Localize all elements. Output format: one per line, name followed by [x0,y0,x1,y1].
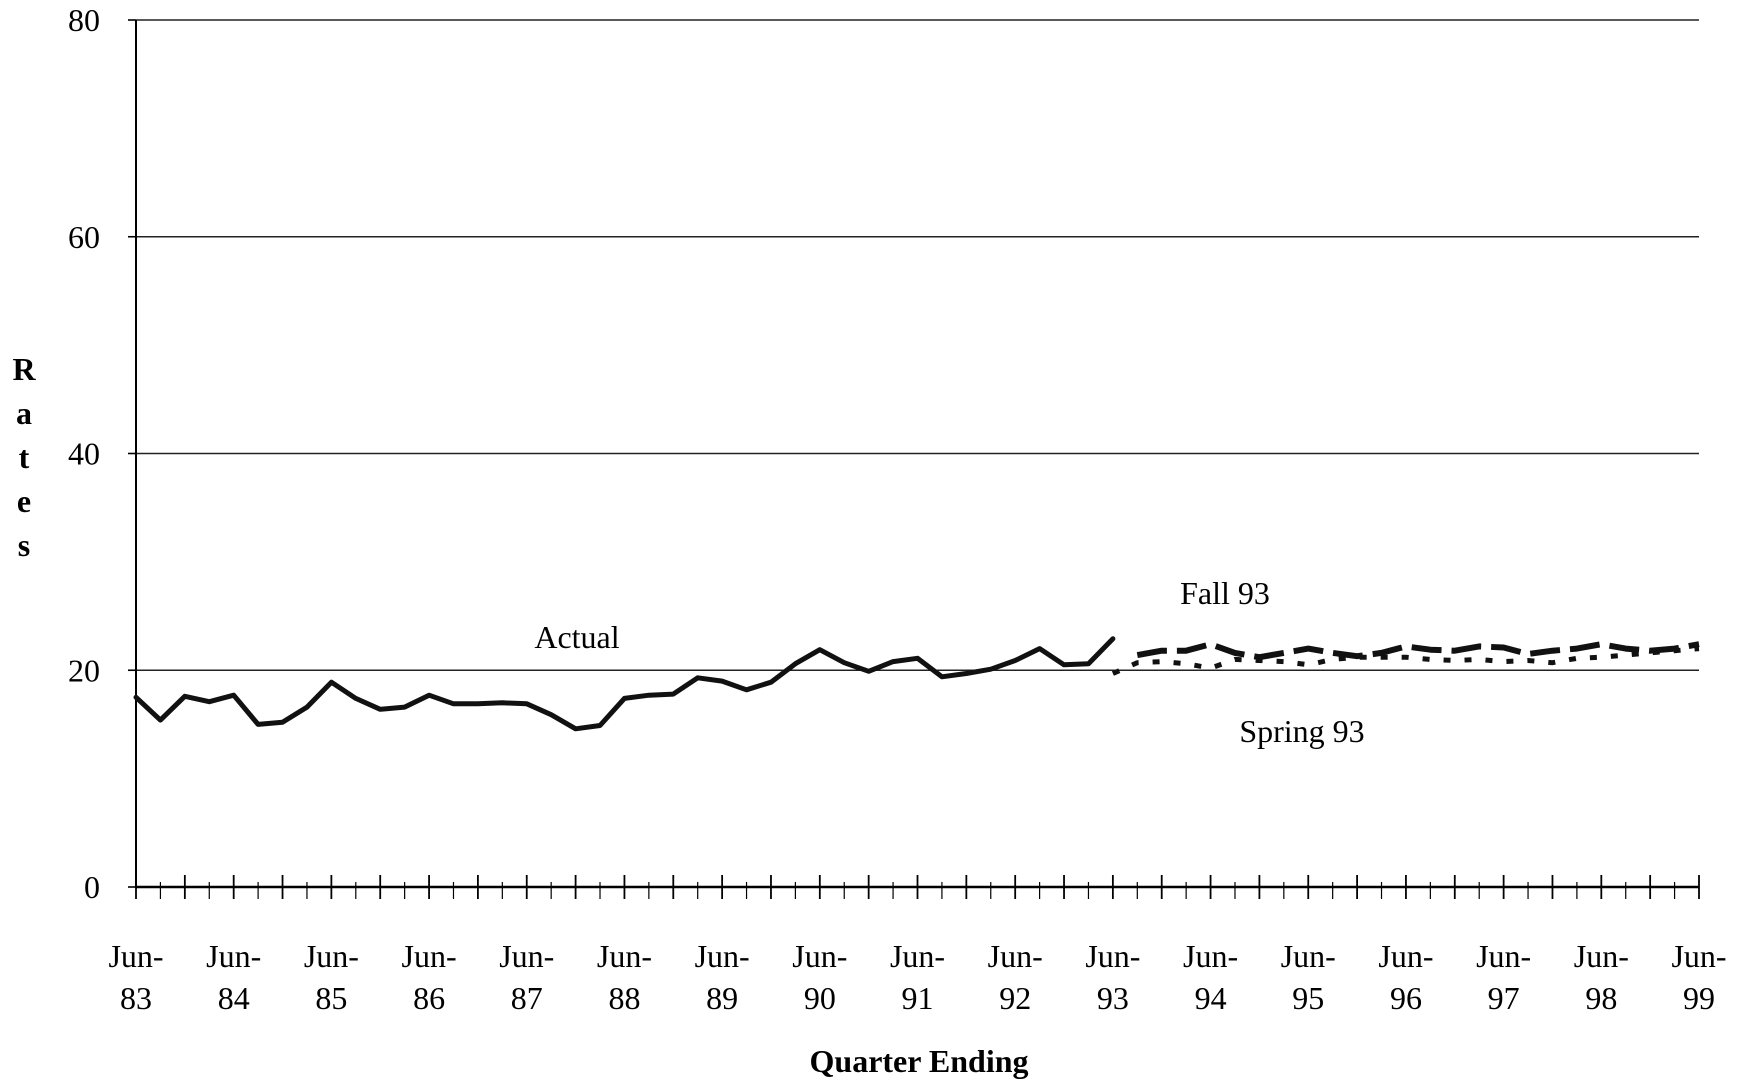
x-tick-label-bottom: 97 [1488,980,1520,1016]
x-tick-label-top: Jun- [597,938,652,974]
x-tick-label-bottom: 86 [413,980,445,1016]
grid-layer [136,19,1699,672]
x-tick-label-top: Jun- [1281,938,1336,974]
x-axis-title: Quarter Ending [810,1043,1029,1079]
x-tick-label-bottom: 83 [120,980,152,1016]
x-tick-label-bottom: 95 [1292,980,1324,1016]
y-tick-label: 40 [68,436,100,472]
x-tick-label-bottom: 92 [999,980,1031,1016]
x-tick-label-top: Jun- [890,938,945,974]
x-tick-label-top: Jun- [1574,938,1629,974]
x-tick-label-bottom: 96 [1390,980,1422,1016]
series-line-actual [133,636,1116,732]
y-axis-title-letter: t [19,439,30,475]
x-tick-label-top: Jun- [1378,938,1433,974]
annotation-fall-93: Fall 93 [1180,575,1270,611]
x-tick-label-top: Jun- [1476,938,1531,974]
x-tick-label-bottom: 91 [902,980,934,1016]
x-tick-label-top: Jun- [499,938,554,974]
x-tick-label-top: Jun- [108,938,163,974]
x-tick-label-top: Jun- [695,938,750,974]
x-tick-label-bottom: 98 [1585,980,1617,1016]
x-tick-label-top: Jun- [792,938,847,974]
y-tick-label: 20 [68,652,100,688]
series-line-fall-93 [1136,641,1700,661]
x-tick-label-top: Jun- [402,938,457,974]
y-axis-title-letter: a [16,395,32,431]
series-layer [133,636,1700,732]
x-tick-label-bottom: 99 [1683,980,1715,1016]
x-tick-label-bottom: 85 [315,980,347,1016]
x-tick-label-bottom: 94 [1195,980,1227,1016]
x-tick-label-bottom: 89 [706,980,738,1016]
y-tick-label: 80 [68,2,100,38]
x-tick-label-top: Jun- [1085,938,1140,974]
x-tick-label-bottom: 88 [608,980,640,1016]
y-axis-title-letter: s [18,527,30,563]
x-tick-label-top: Jun- [1183,938,1238,974]
y-tick-label: 0 [84,869,100,905]
x-tick-label-top: Jun- [988,938,1043,974]
series-line-spring-93 [1111,646,1700,676]
x-tick-label-bottom: 84 [218,980,250,1016]
x-tick-label-top: Jun- [1671,938,1726,974]
y-tick-label: 60 [68,219,100,255]
x-tick-label-bottom: 93 [1097,980,1129,1016]
axis-layer [128,19,1700,899]
y-axis-title-letter: e [17,483,31,519]
annotation-spring-93: Spring 93 [1239,713,1364,749]
annotation-actual: Actual [534,619,619,655]
x-tick-label-top: Jun- [304,938,359,974]
x-tick-label-bottom: 87 [511,980,543,1016]
x-tick-label-top: Jun- [206,938,261,974]
x-tick-label-bottom: 90 [804,980,836,1016]
label-layer: 0 20 40 60 80 Jun- 83 Jun- 84 Jun- 85 Jun- 86 Jun- 87 J… [68,2,1727,1016]
y-axis-title-letter: R [12,351,36,387]
